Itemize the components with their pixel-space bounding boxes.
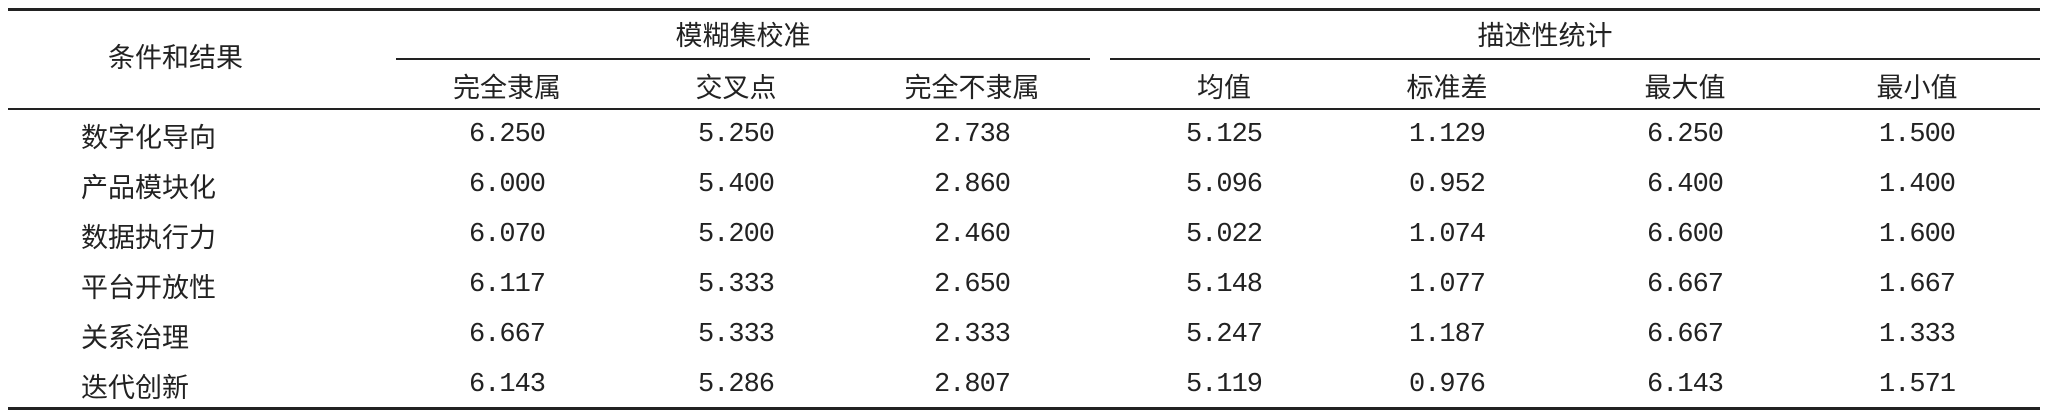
table-cell: 5.119 [1185,370,1263,400]
table-cell: 6.667 [1646,270,1724,300]
table-cell: 1.129 [1408,120,1486,150]
table-cell: 6.400 [1646,170,1724,200]
table-cell: 6.600 [1646,220,1724,250]
column-header: 最大值 [1644,72,1726,103]
header-rule [8,108,2040,110]
row-label: 关系治理 [81,322,189,353]
corner-header: 条件和结果 [108,42,243,73]
table-cell: 2.860 [933,170,1011,200]
column-header: 均值 [1197,72,1251,103]
table-row: 迭代创新 6.143 5.286 2.807 5.119 0.976 6.143 1.571 [8,360,2000,410]
table-row: 产品模块化 6.000 5.400 2.860 5.096 0.952 6.400 1.400 [8,160,2000,210]
group-rule-fuzzy [396,58,1090,60]
column-header: 完全不隶属 [904,72,1040,103]
table-cell: 5.286 [697,370,775,400]
table-cell: 6.667 [468,320,546,350]
table-cell: 5.022 [1185,220,1263,250]
column-header: 标准差 [1406,72,1488,103]
table-cell: 1.333 [1878,320,1956,350]
table-cell: 6.250 [468,120,546,150]
table-cell: 2.333 [933,320,1011,350]
table-row: 平台开放性 6.117 5.333 2.650 5.148 1.077 6.667 1.667 [8,260,2000,310]
table-cell: 5.125 [1185,120,1263,150]
top-rule [8,8,2040,11]
table-cell: 5.333 [697,270,775,300]
table-cell: 6.250 [1646,120,1724,150]
table-cell: 2.807 [933,370,1011,400]
table-cell: 1.600 [1878,220,1956,250]
table-cell: 1.187 [1408,320,1486,350]
data-table: 条件和结果 模糊集校准 描述性统计 完全隶属 交叉点 完全不隶属 均值 标准差 … [8,0,2000,410]
table-cell: 1.074 [1408,220,1486,250]
row-label: 平台开放性 [81,272,216,303]
row-label: 产品模块化 [81,172,216,203]
column-header: 完全隶属 [453,72,561,103]
group-header-descriptive: 描述性统计 [1477,20,1613,51]
table-cell: 2.738 [933,120,1011,150]
table-cell: 2.650 [933,270,1011,300]
table-cell: 1.667 [1878,270,1956,300]
row-label: 数字化导向 [81,122,216,153]
table-cell: 5.333 [697,320,775,350]
group-rule-descriptive [1110,58,2040,60]
group-header-fuzzy: 模糊集校准 [675,20,811,51]
table-row: 数字化导向 6.250 5.250 2.738 5.125 1.129 6.250 1.500 [8,110,2000,160]
table-row: 数据执行力 6.070 5.200 2.460 5.022 1.074 6.600 1.600 [8,210,2000,260]
table-cell: 1.500 [1878,120,1956,150]
table-cell: 1.400 [1878,170,1956,200]
column-header: 交叉点 [695,72,777,103]
table-row: 关系治理 6.667 5.333 2.333 5.247 1.187 6.667 1.333 [8,310,2000,360]
table-cell: 5.096 [1185,170,1263,200]
table-cell: 1.571 [1878,370,1956,400]
table-cell: 0.952 [1408,170,1486,200]
row-label: 迭代创新 [81,372,189,403]
table-cell: 6.667 [1646,320,1724,350]
table-cell: 2.460 [933,220,1011,250]
table-cell: 5.400 [697,170,775,200]
column-header: 最小值 [1876,72,1958,103]
table-cell: 5.200 [697,220,775,250]
table-cell: 6.143 [468,370,546,400]
table-cell: 5.247 [1185,320,1263,350]
table-cell: 1.077 [1408,270,1486,300]
table-cell: 5.250 [697,120,775,150]
table-cell: 6.117 [468,270,546,300]
table-cell: 5.148 [1185,270,1263,300]
row-label: 数据执行力 [81,222,216,253]
table-cell: 6.070 [468,220,546,250]
bottom-rule [8,407,2040,410]
table-cell: 0.976 [1408,370,1486,400]
table-cell: 6.000 [468,170,546,200]
table-cell: 6.143 [1646,370,1724,400]
